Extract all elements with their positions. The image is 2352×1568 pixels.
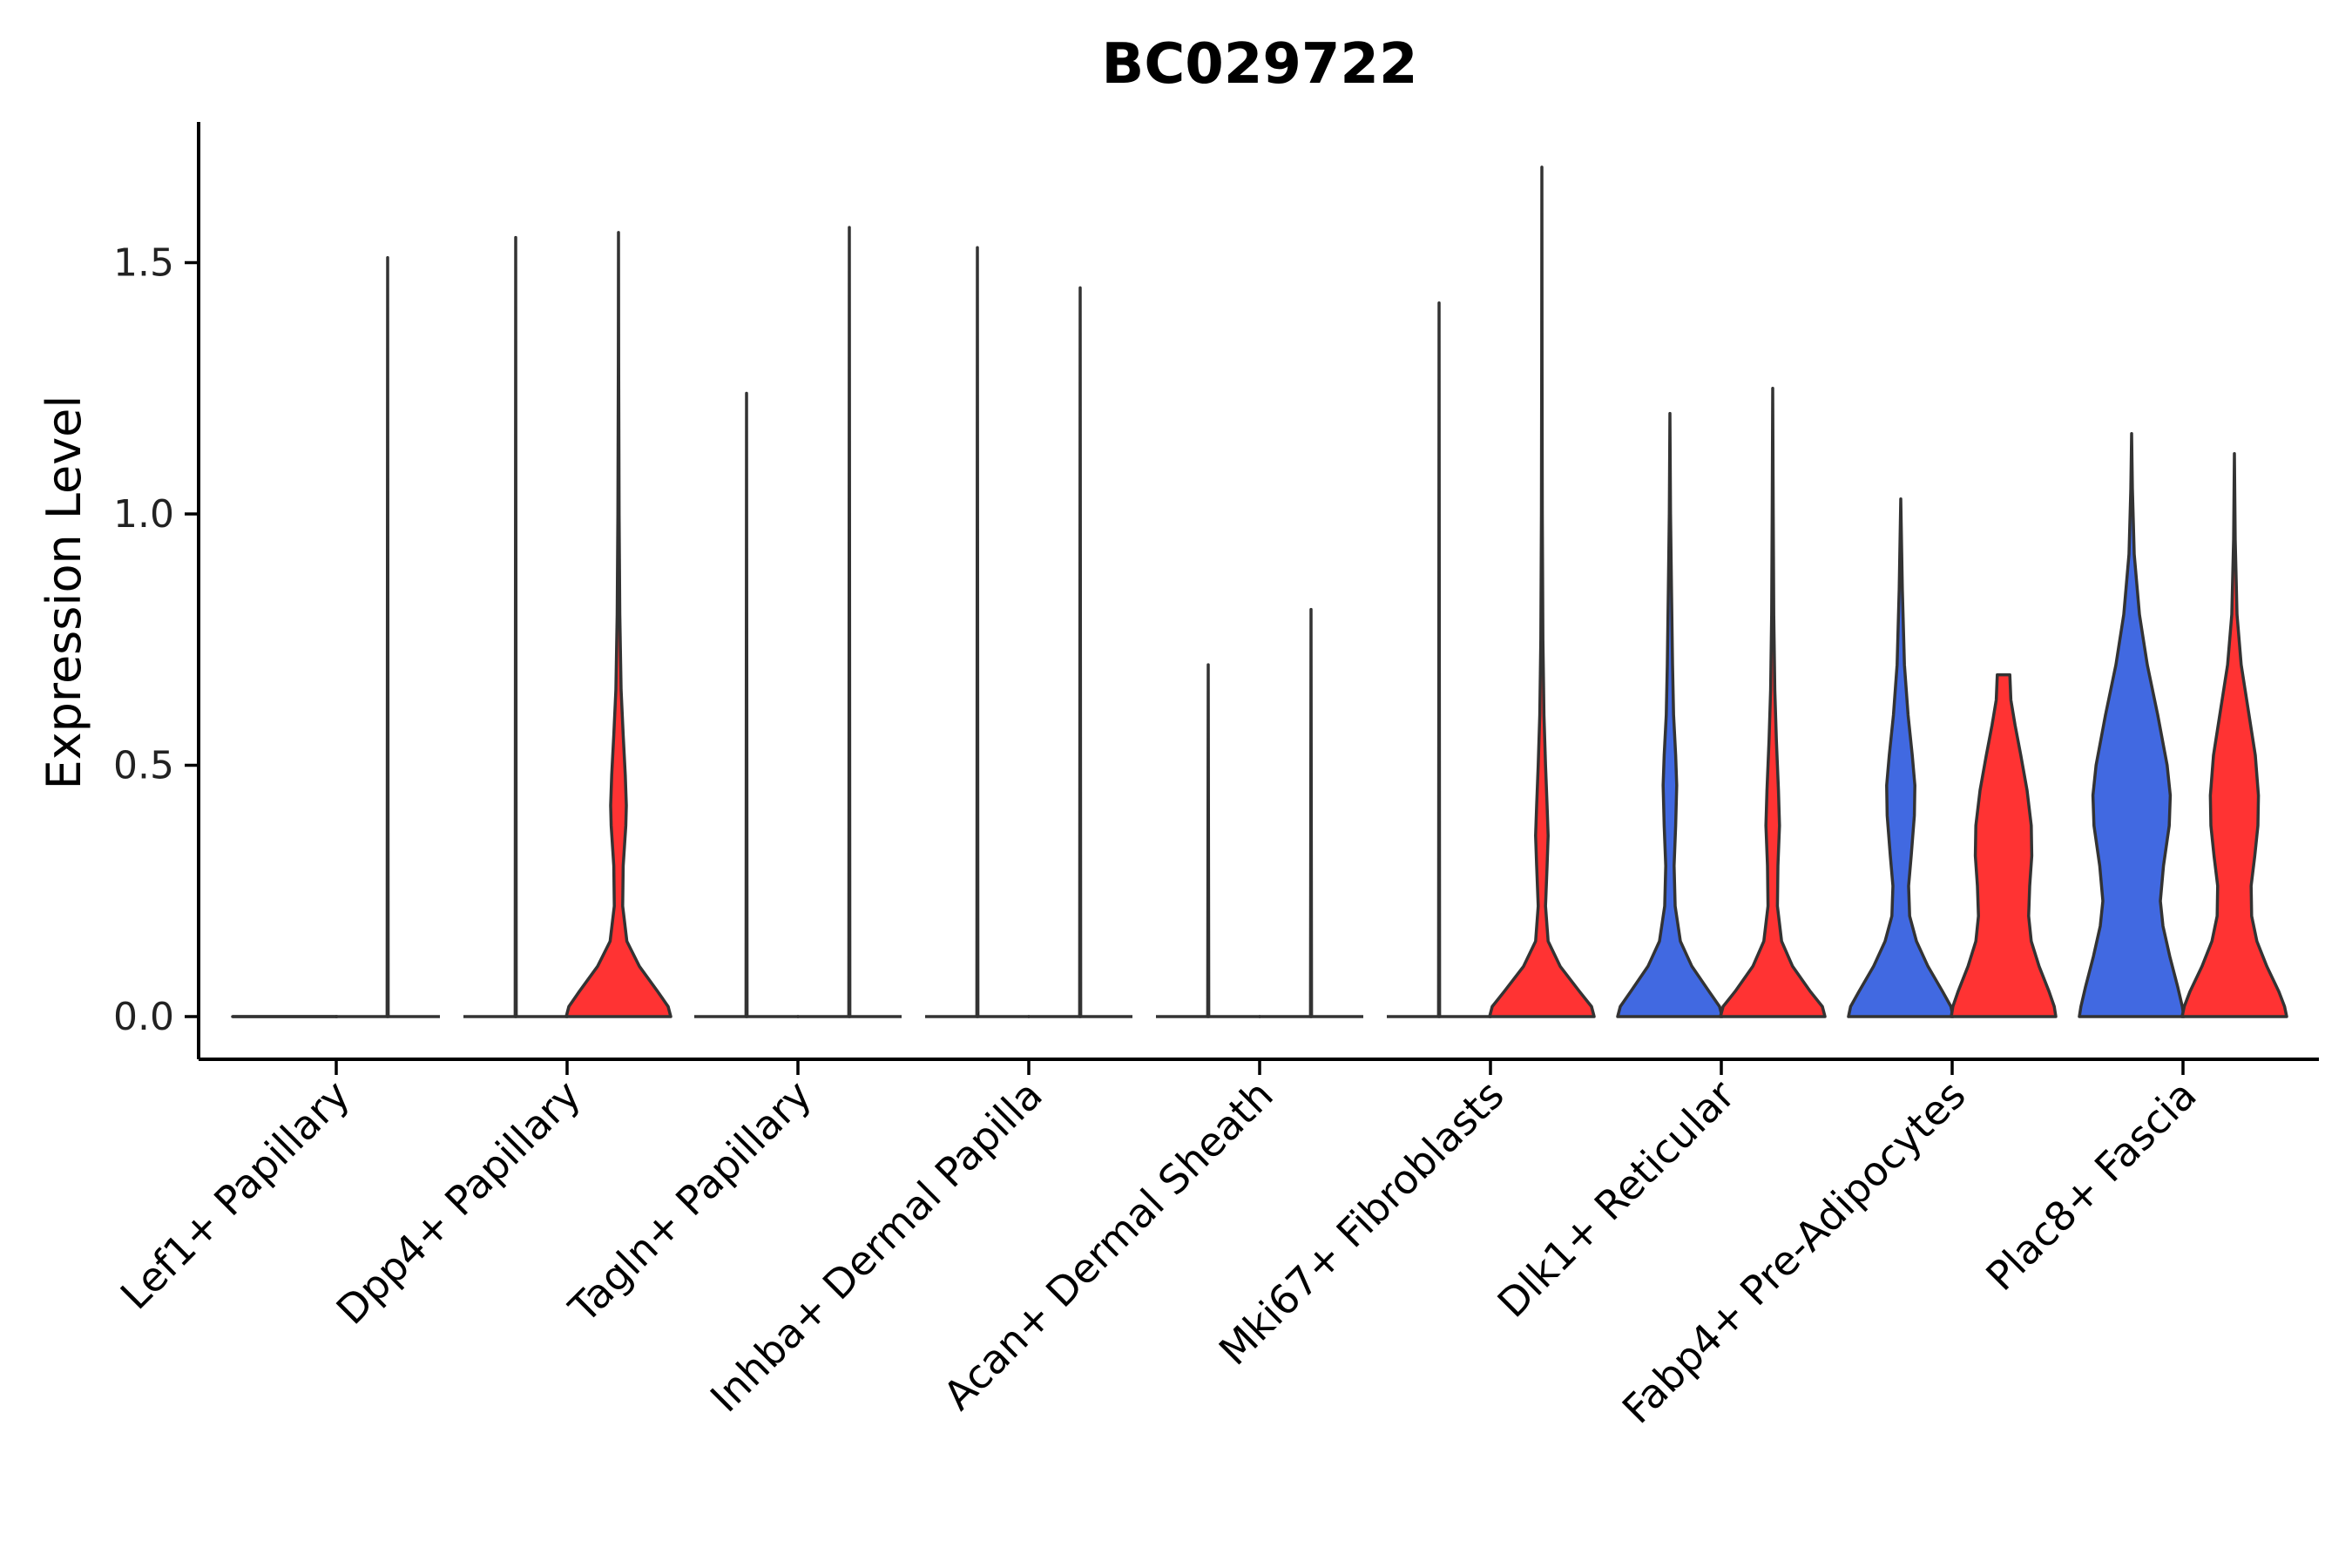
x-tick-label: Lef1+ Papillary xyxy=(112,1071,359,1319)
violin-2-left xyxy=(744,391,749,1018)
chart-title: BC029722 xyxy=(1102,32,1418,97)
violins-group xyxy=(231,166,2288,1018)
x-tick-label: Dpp4+ Papillary xyxy=(328,1071,590,1334)
violin-2-right xyxy=(847,226,852,1018)
y-tick-label: 1.5 xyxy=(113,241,174,286)
x-tick-label: Tagln+ Papillary xyxy=(559,1071,821,1333)
y-tick-label: 0.0 xyxy=(113,995,174,1039)
violin-7-left xyxy=(1847,497,1955,1018)
violin-0-right xyxy=(385,255,390,1018)
y-axis: 0.0 0.5 1.0 1.5 xyxy=(113,122,200,1059)
violin-6-left xyxy=(1616,411,1724,1018)
violin-3-right xyxy=(1078,286,1083,1018)
violin-4-right xyxy=(1308,607,1314,1018)
x-tick-label: Dlk1+ Reticular xyxy=(1489,1071,1744,1327)
violin-8-right xyxy=(2180,452,2288,1018)
violin-8-left xyxy=(2078,431,2186,1018)
violin-1-right xyxy=(564,231,672,1018)
y-tick-label: 0.5 xyxy=(113,744,174,788)
violin-7-right xyxy=(1950,672,2058,1018)
y-tick-label: 1.0 xyxy=(113,492,174,537)
x-tick-label: Plac8+ Fascia xyxy=(1977,1071,2205,1300)
y-axis-label: Expression Level xyxy=(37,395,91,790)
violin-1-left xyxy=(513,235,518,1018)
violin-4-left xyxy=(1206,663,1211,1018)
violin-5-left xyxy=(1436,301,1442,1018)
violin-6-right xyxy=(1719,387,1827,1018)
violin-5-right xyxy=(1488,166,1596,1018)
